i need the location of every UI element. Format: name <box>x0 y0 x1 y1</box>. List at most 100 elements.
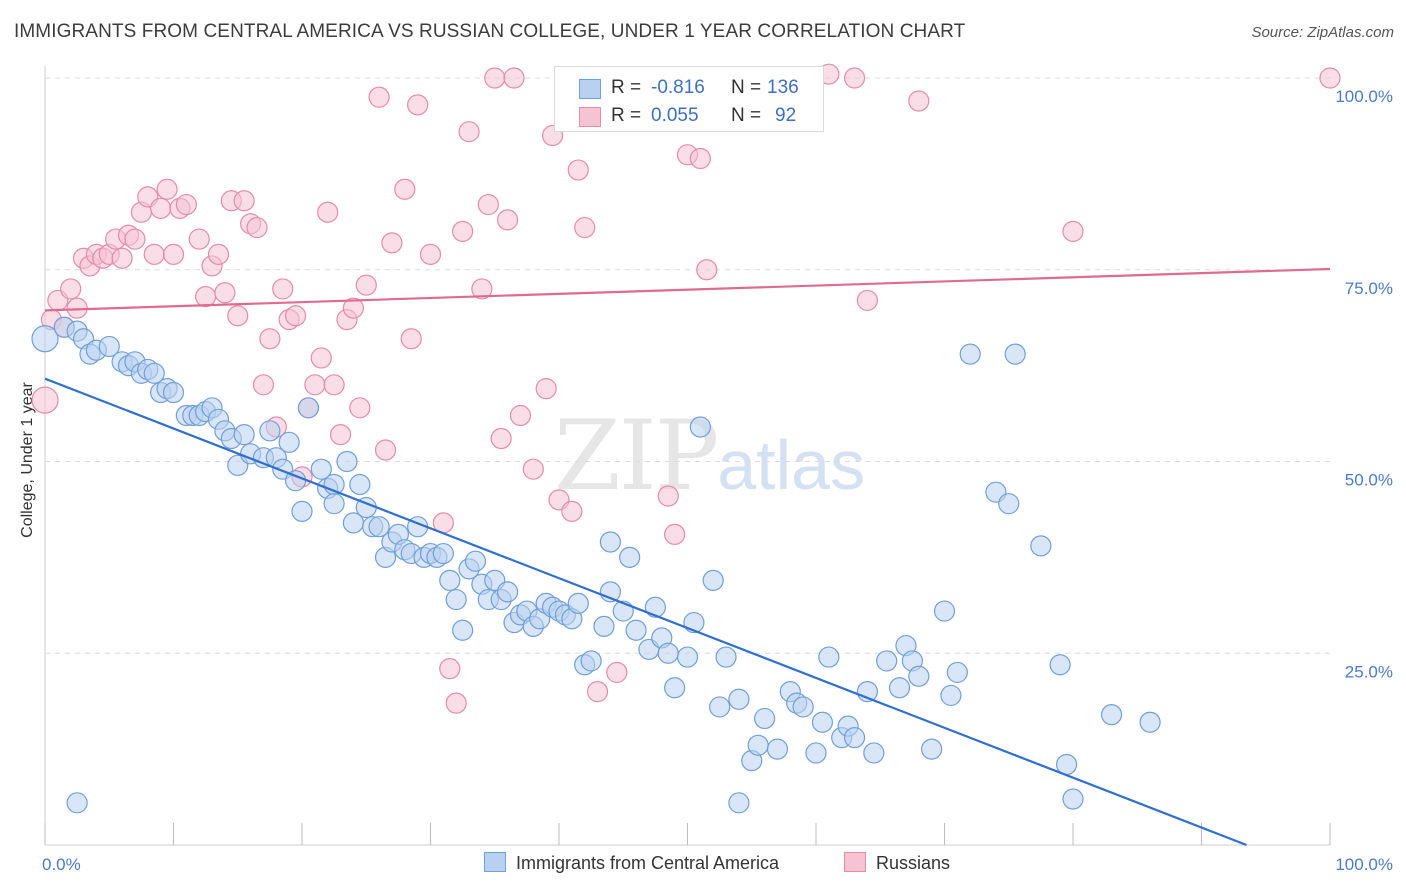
legend-r-value: 0.055 <box>651 105 699 126</box>
point-central-america <box>368 516 390 538</box>
point-central-america <box>747 734 769 756</box>
point-central-america <box>998 493 1020 515</box>
series-swatch-russians <box>844 852 866 872</box>
point-russians <box>586 680 609 703</box>
point-russians <box>349 397 371 419</box>
point-russians <box>1062 220 1084 242</box>
point-russians <box>310 347 332 369</box>
point-russians <box>477 193 499 216</box>
point-russians <box>374 439 397 461</box>
point-central-america <box>1100 704 1123 726</box>
point-russians <box>150 197 172 219</box>
point-central-america <box>728 688 750 710</box>
point-central-america <box>702 569 724 591</box>
point-central-america <box>908 665 930 687</box>
point-central-america <box>689 416 711 438</box>
point-central-america <box>233 424 255 446</box>
point-russians <box>272 278 294 300</box>
trend-line-russians <box>44 267 1331 312</box>
point-central-america <box>843 727 866 749</box>
y-tick-label: 100.0% <box>1335 87 1393 106</box>
legend-swatch-russians <box>579 107 601 127</box>
legend-n-value: 92 <box>775 105 797 126</box>
point-russians <box>355 274 377 296</box>
legend-n-label: N = <box>731 105 762 126</box>
point-russians <box>843 67 866 89</box>
point-central-america <box>1004 343 1026 365</box>
x-tick-label: 100.0% <box>1335 855 1393 874</box>
legend-r-label: R = <box>611 105 642 126</box>
watermark-atlas: atlas <box>717 426 866 504</box>
point-central-america <box>291 500 313 522</box>
point-central-america <box>959 343 981 365</box>
point-central-america <box>323 493 345 515</box>
point-russians <box>407 94 429 116</box>
legend-swatch-central-america <box>579 79 601 99</box>
point-russians <box>304 374 326 396</box>
watermark: ZIPatlas <box>554 400 865 512</box>
point-russians <box>143 243 165 266</box>
point-central-america <box>31 325 59 353</box>
point-russians <box>124 228 146 250</box>
point-russians <box>329 424 352 446</box>
point-russians <box>522 458 544 480</box>
point-russians <box>503 67 525 89</box>
point-russians <box>452 220 474 242</box>
legend-n-label: N = <box>731 77 762 98</box>
series-name-central-america: Immigrants from Central America <box>516 853 780 873</box>
point-central-america <box>439 569 461 591</box>
y-tick-label: 25.0% <box>1345 662 1393 681</box>
point-russians <box>60 278 82 300</box>
point-russians <box>188 228 210 250</box>
point-central-america <box>657 642 679 664</box>
point-central-america <box>753 707 776 730</box>
point-central-america <box>445 588 467 611</box>
point-central-america <box>863 742 885 764</box>
legend-n-value: 136 <box>767 77 799 98</box>
point-russians <box>657 485 679 507</box>
point-central-america <box>728 792 750 814</box>
legend-r-value: -0.816 <box>651 77 705 98</box>
point-russians <box>175 193 197 216</box>
point-russians <box>342 297 364 319</box>
point-central-america <box>452 619 474 641</box>
point-central-america <box>297 397 320 419</box>
point-central-america <box>619 546 641 568</box>
point-russians <box>439 657 461 680</box>
point-central-america <box>805 742 827 764</box>
point-central-america <box>593 615 615 638</box>
point-russians <box>111 247 133 269</box>
point-central-america <box>715 646 737 668</box>
point-central-america <box>162 381 185 404</box>
point-central-america <box>792 696 814 718</box>
point-central-america <box>143 362 165 384</box>
point-central-america <box>567 592 589 614</box>
point-central-america <box>497 581 519 603</box>
point-russians <box>908 90 930 112</box>
point-russians <box>381 232 403 254</box>
point-russians <box>227 305 249 327</box>
point-russians <box>195 285 217 308</box>
point-central-america <box>625 619 647 641</box>
chart-source: Source: ZipAtlas.com <box>1251 24 1394 41</box>
point-central-america <box>310 458 332 480</box>
point-russians <box>689 147 711 170</box>
point-russians <box>1319 67 1341 89</box>
point-central-america <box>259 420 281 442</box>
point-russians <box>567 159 589 181</box>
point-russians <box>233 190 255 212</box>
point-central-america <box>1049 654 1071 676</box>
point-central-america <box>432 542 454 565</box>
point-central-america <box>1139 711 1161 733</box>
point-central-america <box>599 531 622 553</box>
point-russians <box>664 523 686 545</box>
point-central-america <box>676 646 699 668</box>
point-central-america <box>336 450 358 473</box>
legend-r-label: R = <box>611 77 642 98</box>
point-russians <box>368 86 390 108</box>
point-russians <box>606 661 628 684</box>
point-russians <box>471 278 493 300</box>
series-swatch-central-america <box>484 852 506 872</box>
point-central-america <box>1062 788 1084 810</box>
